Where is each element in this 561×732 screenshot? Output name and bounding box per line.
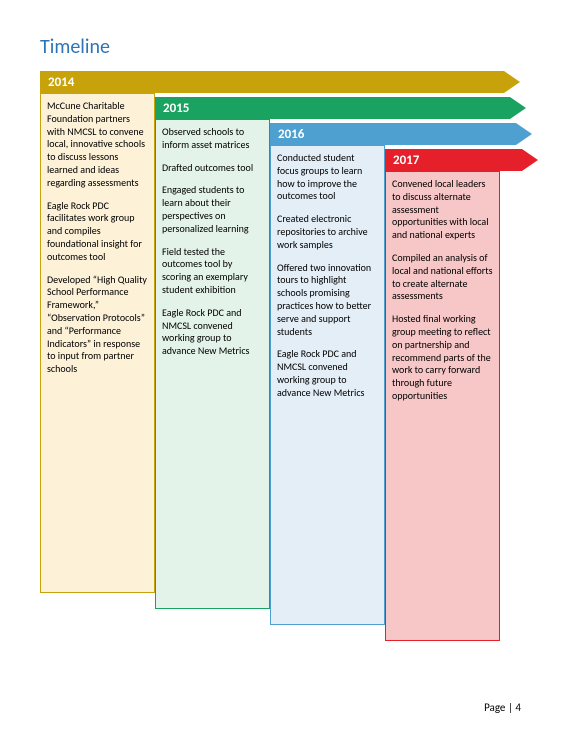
timeline-item: Eagle Rock PDC and NMCSL convened workin…	[277, 348, 378, 399]
page-footer: Page | 4	[484, 701, 521, 714]
timeline-item: Field tested the outcomes tool by scorin…	[162, 246, 263, 297]
timeline-column-2017: Convened local leaders to discuss altern…	[385, 171, 500, 641]
timeline-column-2014: McCune Charitable Foundation partners wi…	[40, 93, 155, 593]
timeline-item: Created electronic repositories to archi…	[277, 213, 378, 251]
arrow-head-icon	[510, 97, 526, 119]
timeline-item: Observed schools to inform asset matrice…	[162, 126, 263, 152]
page: Timeline 2014 McCune Charitable Foundatio…	[0, 0, 561, 641]
timeline-item: Conducted student focus groups to learn …	[277, 152, 378, 203]
timeline-arrow-2015: 2015	[155, 97, 526, 119]
timeline-item: McCune Charitable Foundation partners wi…	[47, 100, 148, 190]
timeline-column-2016: Conducted student focus groups to learn …	[270, 145, 385, 625]
year-label-2014: 2014	[40, 71, 504, 93]
timeline-item: Eagle Rock PDC and NMCSL convened workin…	[162, 307, 263, 358]
timeline-arrow-2016: 2016	[270, 123, 532, 145]
timeline-arrow-2017: 2017	[385, 149, 538, 171]
arrow-head-icon	[522, 149, 538, 171]
timeline-item: Drafted outcomes tool	[162, 162, 263, 175]
timeline: 2014 McCune Charitable Foundation partner…	[40, 71, 520, 641]
year-label-2015: 2015	[155, 97, 510, 119]
timeline-item: Hosted final working group meeting to re…	[392, 313, 493, 403]
timeline-item: Eagle Rock PDC facilitates work group an…	[47, 200, 148, 264]
arrow-head-icon	[504, 71, 520, 93]
timeline-item: Compiled an analysis of local and nation…	[392, 252, 493, 303]
timeline-column-2015: Observed schools to inform asset matrice…	[155, 119, 270, 609]
page-title: Timeline	[40, 35, 521, 59]
timeline-item: Developed “High Quality School Performan…	[47, 274, 148, 376]
timeline-arrow-2014: 2014	[40, 71, 520, 93]
arrow-head-icon	[516, 123, 532, 145]
year-label-2016: 2016	[270, 123, 516, 145]
timeline-item: Engaged students to learn about their pe…	[162, 184, 263, 235]
year-label-2017: 2017	[385, 149, 522, 171]
timeline-item: Offered two innovation tours to highligh…	[277, 262, 378, 339]
timeline-item: Convened local leaders to discuss altern…	[392, 178, 493, 242]
